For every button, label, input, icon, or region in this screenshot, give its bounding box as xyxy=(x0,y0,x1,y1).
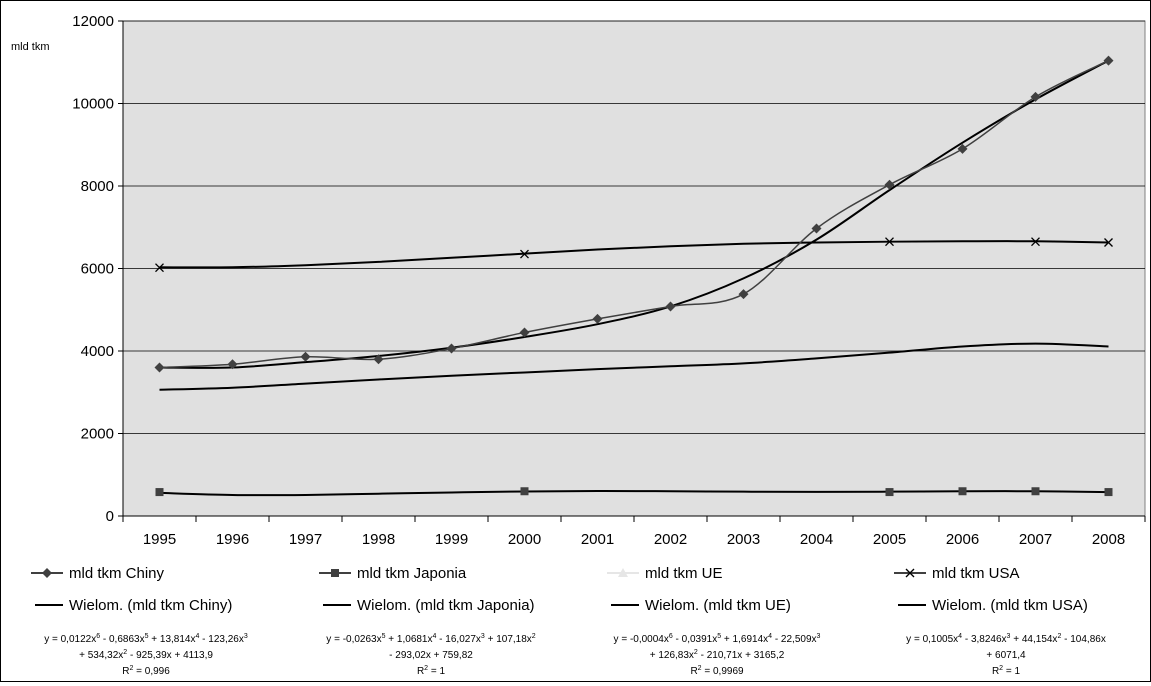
data-point xyxy=(155,488,164,497)
x-tick-label: 1999 xyxy=(435,531,468,548)
trendline-3 xyxy=(159,240,1109,269)
data-point xyxy=(446,343,457,354)
data-point xyxy=(519,327,530,338)
trendline-equation-line: y = 0,0122x6 - 0,6863x5 + 13,814x4 - 123… xyxy=(44,633,248,645)
x-marker-stroke xyxy=(1104,238,1113,247)
data-point xyxy=(1031,487,1040,496)
x-tick-label: 2002 xyxy=(654,531,687,548)
x-marker-stroke xyxy=(520,249,529,259)
data-point xyxy=(1030,91,1041,102)
data-point xyxy=(885,237,894,247)
data-point xyxy=(811,223,822,234)
x-marker-stroke xyxy=(885,237,894,247)
data-point xyxy=(958,487,967,496)
x-tick-label: 2000 xyxy=(508,531,541,548)
x-tick-label: 2007 xyxy=(1019,531,1052,548)
legend-marker xyxy=(618,568,628,577)
x-tick-label: 1998 xyxy=(362,531,395,548)
data-point xyxy=(738,289,749,300)
trendline-equation-line: y = -0,0263x5 + 1,0681x4 - 16,027x3 + 10… xyxy=(326,633,535,645)
trendline-equation-line: + 6071,4 xyxy=(986,650,1026,661)
data-point xyxy=(1104,488,1113,497)
data-point xyxy=(884,179,895,190)
y-tick-label: 8000 xyxy=(81,178,114,195)
y-tick-label: 2000 xyxy=(81,426,114,443)
legend-trend-label: Wielom. (mld tkm USA) xyxy=(932,597,1088,614)
data-point xyxy=(520,249,529,259)
data-point xyxy=(665,301,676,312)
legend-label: mld tkm UE xyxy=(645,565,723,582)
y-tick-label: 0 xyxy=(106,508,114,525)
data-point xyxy=(227,359,238,370)
data-point xyxy=(300,351,311,362)
data-point xyxy=(155,263,164,273)
legend-trend-label: Wielom. (mld tkm UE) xyxy=(645,597,791,614)
x-marker-stroke xyxy=(1031,237,1040,247)
legend: mld tkm Chiny mld tkm Japonia mld tkm UE ml… xyxy=(31,565,1088,614)
x-tick-label: 2006 xyxy=(946,531,979,548)
legend-label: mld tkm USA xyxy=(932,565,1020,582)
legend-marker xyxy=(42,568,52,578)
trendline-equations: y = 0,0122x6 - 0,6863x5 + 13,814x4 - 123… xyxy=(44,633,1106,677)
legend-trend-label: Wielom. (mld tkm Japonia) xyxy=(357,597,535,614)
trendline-equation-line: y = 0,1005x4 - 3,8246x3 + 44,154x2 - 104… xyxy=(906,633,1106,645)
data-point xyxy=(957,143,968,154)
data-point xyxy=(373,354,384,365)
data-point xyxy=(885,488,894,497)
x-marker-stroke xyxy=(905,568,915,578)
trendline-0 xyxy=(159,59,1109,369)
legend-label: mld tkm Chiny xyxy=(69,565,165,582)
trendline-equation-line: y = -0,0004x6 - 0,0391x5 + 1,6914x4 - 22… xyxy=(614,633,821,645)
data-point xyxy=(1104,238,1113,247)
y-tick-label: 6000 xyxy=(81,261,114,278)
series-layer xyxy=(154,55,1114,497)
x-tick-label: 2001 xyxy=(581,531,614,548)
x-tick-label: 2003 xyxy=(727,531,760,548)
y-tick-label: 12000 xyxy=(72,13,114,30)
data-point xyxy=(1031,237,1040,247)
x-tick-label: 1995 xyxy=(143,531,176,548)
trendline-equation-line: + 126,83x2 - 210,71x + 3165,2 xyxy=(650,649,785,661)
x-tick-label: 2005 xyxy=(873,531,906,548)
legend-marker xyxy=(905,568,915,578)
legend-trend-label: Wielom. (mld tkm Chiny) xyxy=(69,597,232,614)
data-point xyxy=(592,313,603,324)
trendline-1 xyxy=(159,490,1109,497)
y-axis-unit-label: mld tkm xyxy=(11,41,50,53)
y-tick-label: 4000 xyxy=(81,343,114,360)
trendline-2 xyxy=(159,342,1109,391)
trendline-r2: R2 = 1 xyxy=(417,665,446,677)
legend-marker xyxy=(331,569,339,577)
x-tick-label: 2004 xyxy=(800,531,833,548)
trendline-r2: R2 = 1 xyxy=(992,665,1021,677)
legend-label: mld tkm Japonia xyxy=(357,565,467,582)
x-tick-label: 1997 xyxy=(289,531,322,548)
x-marker-stroke xyxy=(155,263,164,273)
data-point xyxy=(154,362,165,373)
data-point xyxy=(520,487,529,496)
y-tick-label: 10000 xyxy=(72,96,114,113)
plot-area xyxy=(122,20,1146,517)
trendline-equation-line: - 293,02x + 759,82 xyxy=(389,650,473,661)
trendline-r2: R2 = 0,9969 xyxy=(690,665,744,677)
axes: 0 2000 4000 6000 8000 10000 12000 1995 1996 1997 1… xyxy=(11,13,1146,548)
x-tick-label: 1996 xyxy=(216,531,249,548)
trendline-r2: R2 = 0,996 xyxy=(122,665,170,677)
x-tick-label: 2008 xyxy=(1092,531,1125,548)
data-point xyxy=(1103,55,1114,66)
trendline-equation-line: + 534,32x2 - 925,39x + 4113,9 xyxy=(79,649,213,661)
